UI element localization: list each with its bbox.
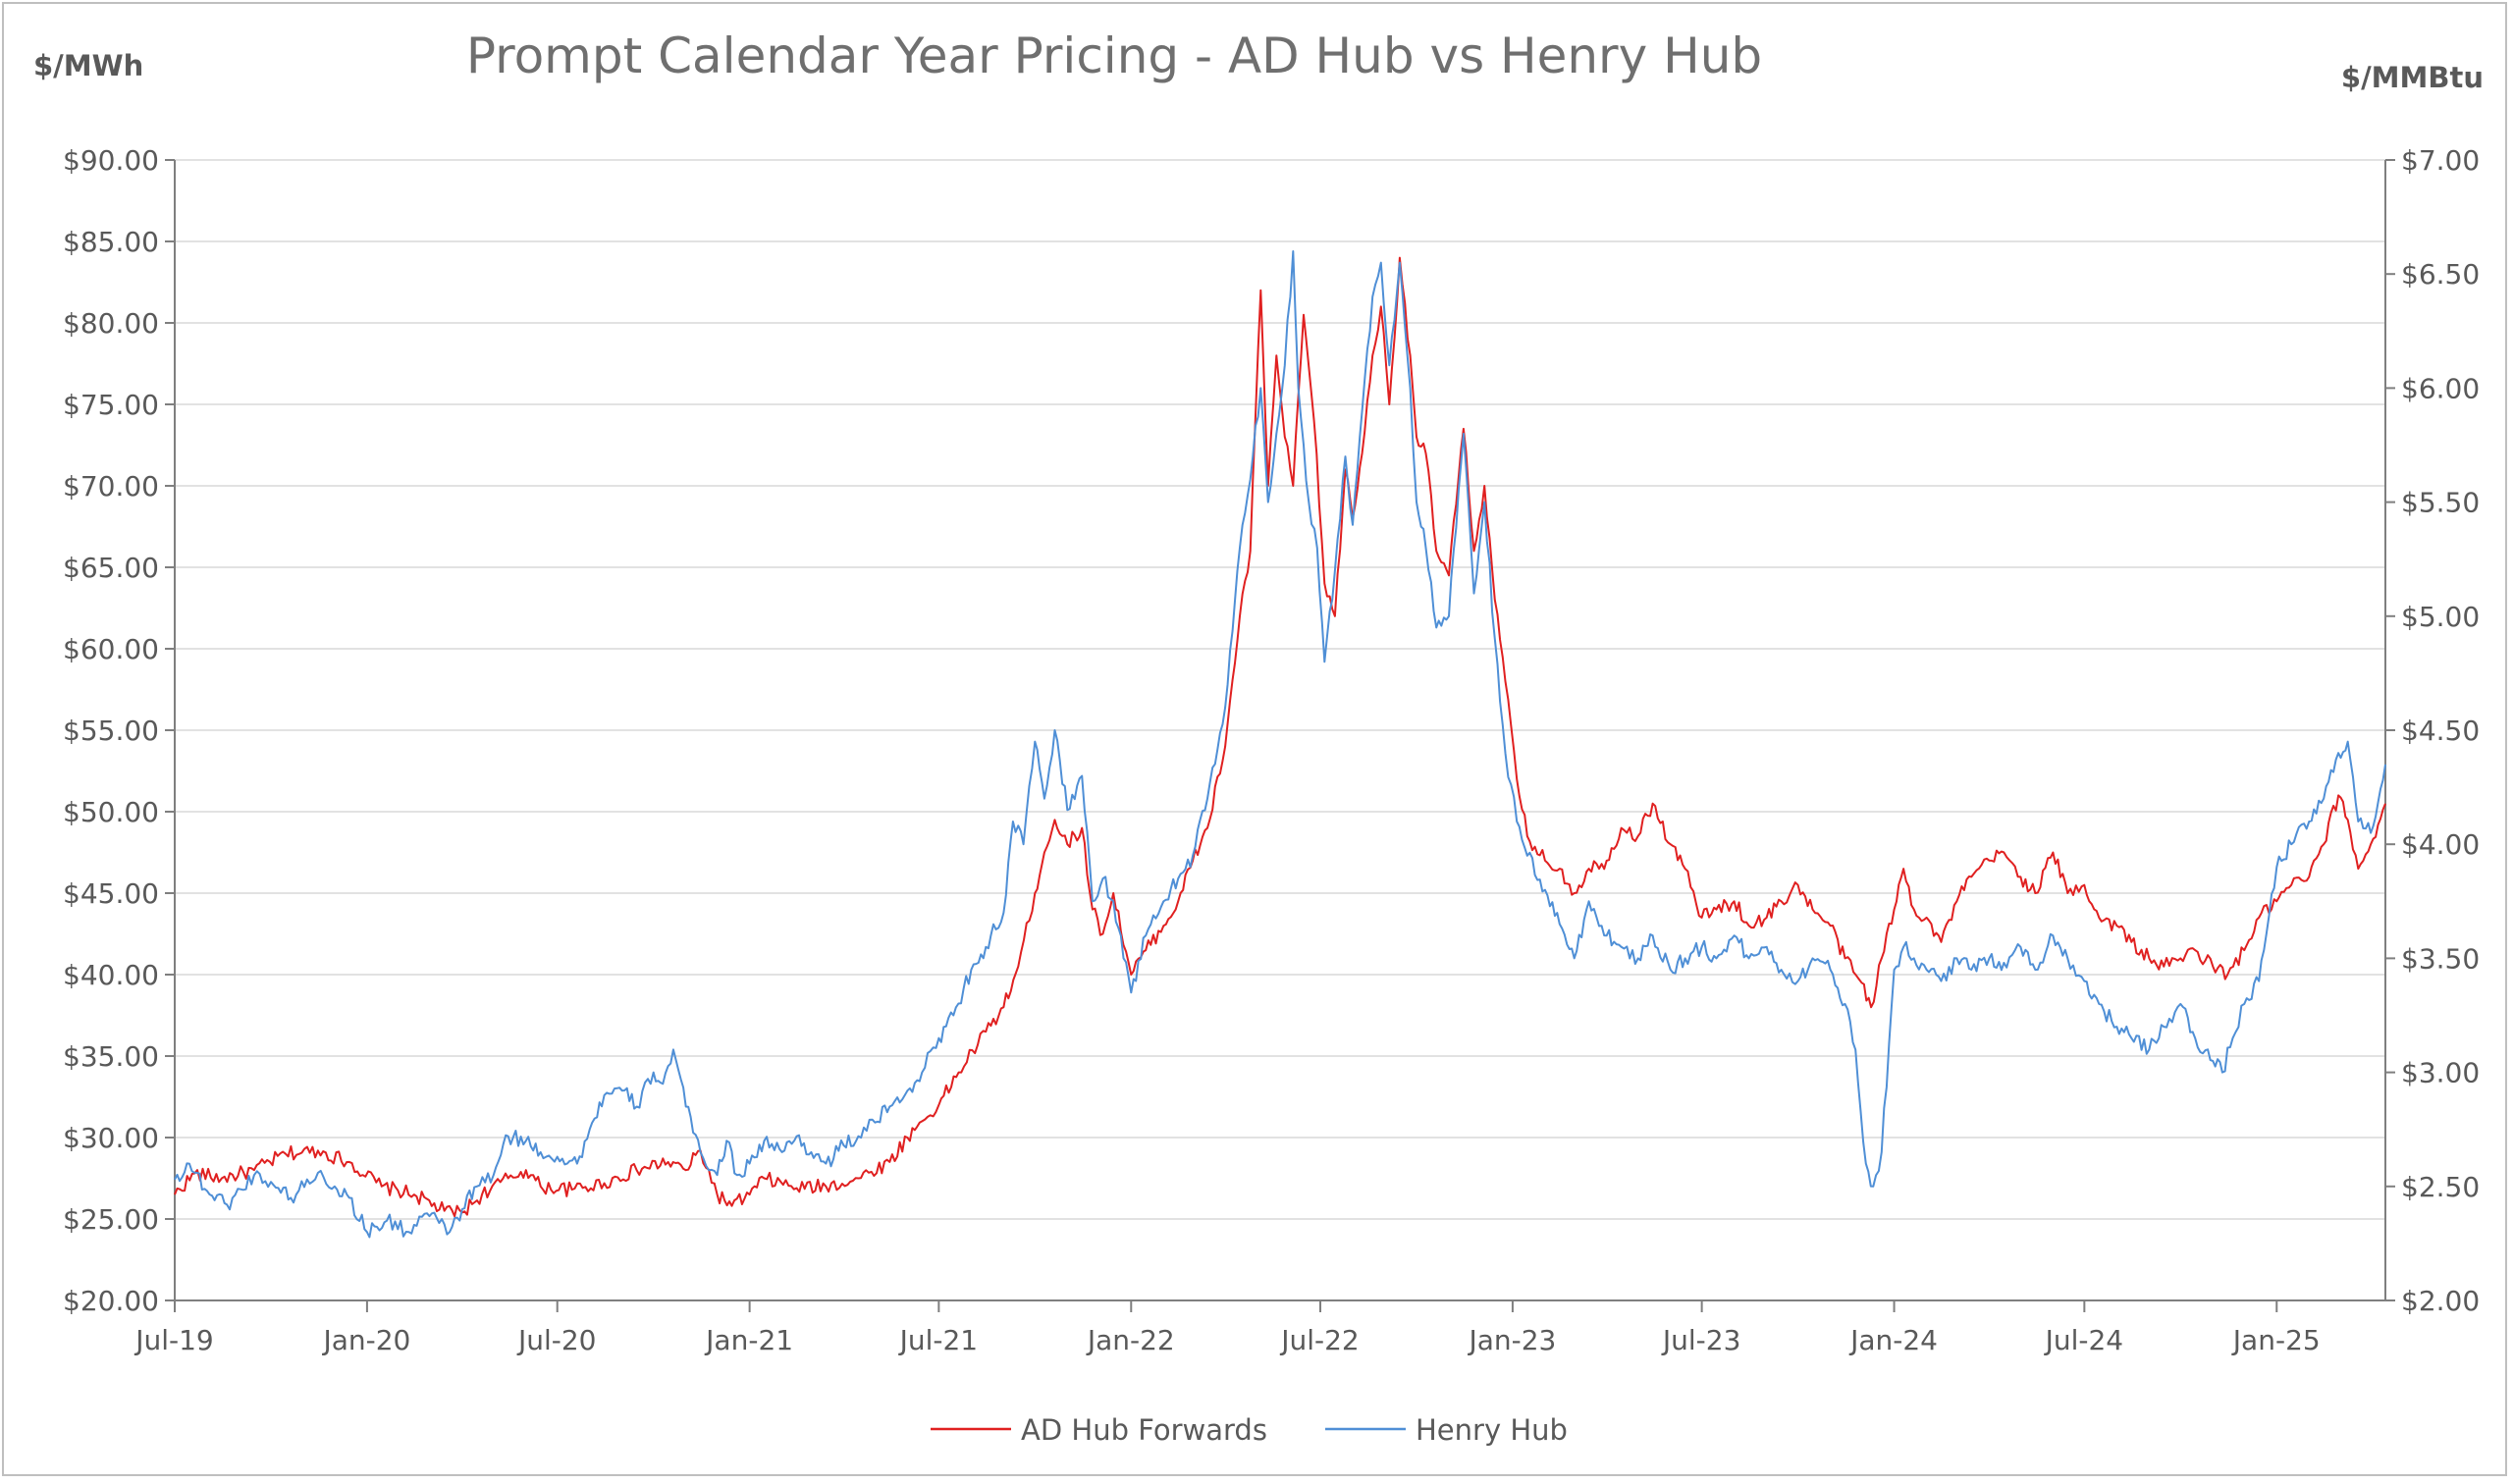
- left-axis-tick-label: $30.00: [63, 1122, 159, 1154]
- right-axis-tick-label: $3.50: [2401, 942, 2480, 975]
- x-axis-tick-label: Jan-20: [321, 1324, 410, 1356]
- left-axis-tick-label: $45.00: [63, 877, 159, 910]
- x-axis-tick-label: Jul-21: [898, 1324, 979, 1356]
- left-axis-tick-label: $35.00: [63, 1040, 159, 1073]
- left-axis-tick-label: $20.00: [63, 1285, 159, 1317]
- x-axis-tick-label: Jan-22: [1086, 1324, 1175, 1356]
- x-axis-tick-label: Jan-21: [704, 1324, 793, 1356]
- chart-title: Prompt Calendar Year Pricing - AD Hub vs…: [465, 27, 1763, 84]
- right-axis-tick-label: $5.50: [2401, 487, 2480, 519]
- x-axis-tick-label: Jan-24: [1848, 1324, 1938, 1356]
- left-axis-tick-label: $40.00: [63, 959, 159, 991]
- left-axis-tick-label: $55.00: [63, 715, 159, 747]
- series-line-henry-hub: [174, 250, 2386, 1239]
- right-axis-tick-label: $6.00: [2401, 372, 2480, 404]
- right-axis-tick-label: $2.00: [2401, 1285, 2480, 1317]
- series-line-ad-hub-forwards: [174, 256, 2386, 1218]
- left-axis-tick-label: $70.00: [63, 470, 159, 503]
- right-axis-tick-label: $7.00: [2401, 144, 2480, 177]
- legend-label-henry-hub: Henry Hub: [1416, 1413, 1568, 1447]
- x-axis-tick-label: Jul-22: [1279, 1324, 1360, 1356]
- series-lines: [174, 250, 2386, 1239]
- left-axis-tick-label: $80.00: [63, 307, 159, 340]
- x-axis-tick-label: Jul-24: [2044, 1324, 2124, 1356]
- right-axis-tick-label: $5.00: [2401, 601, 2480, 633]
- right-axis-tick-label: $2.50: [2401, 1171, 2480, 1203]
- axes: $20.00 $25.00 $30.00 $35.00 $40.00 $45.00 $50.…: [63, 144, 2480, 1356]
- left-axis-tick-label: $85.00: [63, 226, 159, 258]
- legend: AD Hub Forwards Henry Hub: [931, 1413, 1568, 1447]
- x-axis-tick-label: Jan-25: [2231, 1324, 2321, 1356]
- left-axis-tick-label: $90.00: [63, 144, 159, 177]
- left-axis-tick-label: $65.00: [63, 552, 159, 584]
- left-axis-tick-label: $60.00: [63, 633, 159, 665]
- left-axis-tick-label: $25.00: [63, 1203, 159, 1236]
- right-axis-tick-label: $3.00: [2401, 1057, 2480, 1089]
- legend-label-ad-hub: AD Hub Forwards: [1021, 1413, 1267, 1447]
- left-axis-tick-label: $50.00: [63, 796, 159, 828]
- right-axis-tick-label: $4.50: [2401, 715, 2480, 747]
- x-axis-tick-label: Jan-23: [1467, 1324, 1556, 1356]
- right-axis-tick-label: $4.00: [2401, 828, 2480, 861]
- right-axis-unit-label: $/MMBtu: [2340, 61, 2484, 94]
- right-axis-tick-label: $6.50: [2401, 258, 2480, 291]
- x-axis-tick-label: Jul-20: [516, 1324, 597, 1356]
- left-axis-tick-label: $75.00: [63, 389, 159, 421]
- left-axis-unit-label: $/MWh: [33, 49, 144, 82]
- x-axis-tick-label: Jul-19: [134, 1324, 214, 1356]
- gridlines: [175, 159, 2385, 1220]
- x-axis-tick-label: Jul-23: [1661, 1324, 1741, 1356]
